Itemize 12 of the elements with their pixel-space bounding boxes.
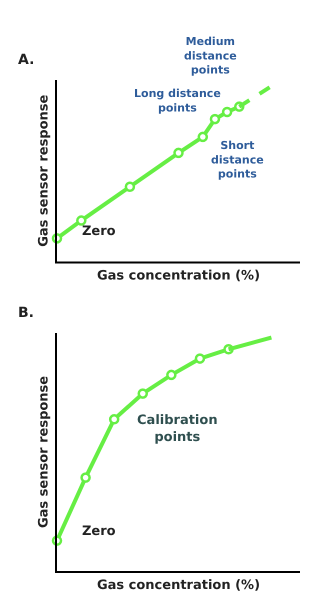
x-axis-title: Gas concentration (%): [96, 268, 260, 284]
y-axis-title: Gas sensor response: [36, 376, 52, 528]
annotation: Zero: [82, 224, 116, 239]
annotation: Long distance points: [134, 87, 221, 114]
annotation: Short distance points: [211, 139, 264, 181]
text: Medium distance points: [184, 35, 237, 77]
annotation: Calibration points: [137, 413, 218, 445]
chart-title: A.: [18, 52, 34, 68]
chart-title: B.: [18, 305, 34, 321]
annotation: Zero: [82, 524, 116, 539]
x-axis-title: Gas concentration (%): [96, 578, 260, 594]
y-axis-title: Gas sensor response: [36, 94, 52, 247]
